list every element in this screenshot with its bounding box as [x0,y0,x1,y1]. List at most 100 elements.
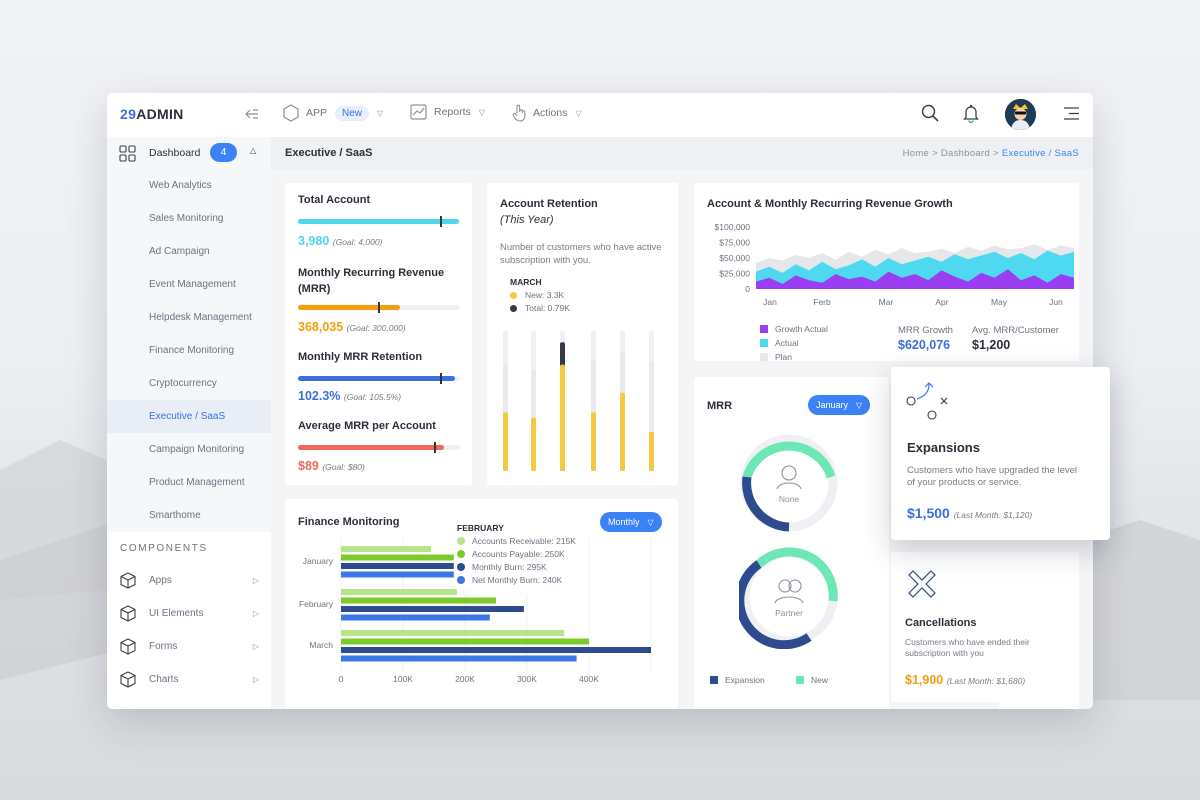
category-label: March [309,640,333,650]
finance-bar [341,655,577,662]
mrr-growth-label: MRR Growth [898,325,953,336]
app-logo[interactable]: 29ADMIN [120,106,184,122]
sidebar-item-smarthome[interactable]: Smarthome [149,510,201,521]
chevron-down-icon: ▽ [575,108,582,118]
dashboard-label: Dashboard [149,147,201,159]
finance-period-dropdown[interactable]: Monthly ▽ [600,512,662,532]
kpi-progress-fill [298,445,444,450]
tooltip-title: MARCH [510,277,542,287]
chevron-right-icon: ▷ [252,609,259,618]
expansions-title: Expansions [907,440,980,455]
finance-tooltip-title: FEBRUARY [457,523,504,533]
retention-new-bar [503,412,508,471]
collapse-sidebar-icon[interactable] [245,107,259,121]
sidebar-item-charts[interactable]: Charts ▷ [107,663,271,696]
apps-label: Apps [149,575,172,586]
hand-pointer-icon [512,104,526,122]
sidebar-item-web-analytics[interactable]: Web Analytics [149,180,212,191]
x-tick-label: 200K [455,674,475,684]
retention-subtitle: (This Year) [500,214,554,226]
components-heading: COMPONENTS [120,543,208,554]
y-tick-label: $100,000 [715,222,751,232]
finance-bar [341,546,431,552]
x-tick-label: 0 [339,674,344,684]
sidebar-item-executive-saas[interactable]: Executive / SaaS [107,400,271,433]
app-menu[interactable]: APP New ▽ [283,104,383,122]
y-tick-label: 0 [745,284,750,294]
user-icon [781,465,797,481]
breadcrumb-current: Executive / SaaS [1001,148,1079,159]
breadcrumb-separator: > [993,148,999,159]
kpi-title: Total Account [298,194,371,206]
tooltip-new: New: 3.3K [510,290,628,300]
ui-elements-label: UI Elements [149,608,204,619]
sidebar-item-event-management[interactable]: Event Management [149,279,236,290]
sidebar-item-apps[interactable]: Apps ▷ [107,564,271,597]
charts-label: Charts [149,674,179,685]
area-growth-actual [756,269,1074,289]
sidebar-item-ad-campaign[interactable]: Ad Campaign [149,246,210,257]
sidebar-item-helpdesk-management[interactable]: Helpdesk Management [149,312,252,323]
sidebar-item-campaign-monitoring[interactable]: Campaign Monitoring [149,444,245,455]
sidebar-item-sales-monitoring[interactable]: Sales Monitoring [149,213,224,224]
finance-bar [341,647,651,653]
kpi-goal-marker [440,216,442,227]
retention-new-bar [591,412,596,471]
kpi-goal-marker [378,302,380,313]
hamburger-menu-icon[interactable] [1063,106,1080,121]
x-tick-label: 300K [517,674,537,684]
x-tick-label: 100K [393,674,413,684]
mrr-period-dropdown[interactable]: January ▽ [808,395,871,415]
reports-chart-icon [410,104,427,120]
cancellations-card: Cancellations Customers who have ended t… [891,552,1079,702]
account-retention-card: Account Retention (This Year) Number of … [487,183,678,485]
retention-title: Account Retention [500,198,598,210]
notification-bell-icon[interactable] [963,104,979,123]
sidebar-item-finance-monitoring[interactable]: Finance Monitoring [149,345,235,356]
cancellations-description: Customers who have ended their subscript… [905,637,1030,658]
sidebar: Dashboard 4 △ Web Analytics Sales Monito… [107,137,271,709]
x-tick-label: 400K [579,674,599,684]
legend-growth-actual: Growth Actual [760,324,828,334]
sidebar-item-cryptocurrency[interactable]: Cryptocurrency [149,378,217,389]
tooltip-payable: Accounts Payable: 250K [457,549,587,559]
chevron-up-icon[interactable]: △ [250,146,257,155]
sidebar-item-ui-elements[interactable]: UI Elements ▷ [107,597,271,630]
x-tick-label: Jun [1049,297,1063,307]
kpi-progress-track [298,373,460,384]
legend-new: New [796,675,828,685]
chevron-down-icon: ▽ [647,518,654,527]
kpi-title: Monthly MRR Retention [298,351,423,363]
retention-tooltip: MARCH New: 3.3K Total: 0.79K [510,277,628,327]
actions-menu[interactable]: Actions ▽ [512,104,582,122]
mrr-donut-partner: Partner [739,547,838,649]
reports-menu[interactable]: Reports ▽ [410,104,485,120]
chevron-right-icon: ▷ [252,642,259,651]
chevron-down-icon: ▽ [478,107,485,117]
finance-bar-chart: 0 100K 200K 300K 400K January February March [299,539,652,684]
finance-bar [341,563,454,569]
sidebar-item-product-management[interactable]: Product Management [149,477,245,488]
breadcrumb-dashboard[interactable]: Dashboard [940,148,991,159]
retention-bar-chart [503,331,654,471]
search-icon[interactable] [921,104,939,122]
chevron-right-icon: ▷ [252,675,259,684]
avg-mrr-value: $1,200 [972,338,1011,352]
mrr-card: MRR January ▽ None Partner Expansion New [694,377,889,709]
hexagon-icon [283,104,299,122]
finance-bar [341,630,565,636]
kpi-value: 102.3% (Goal: 105.5%) [298,389,402,403]
breadcrumb-home[interactable]: Home [902,148,930,159]
x-tick-label: Apr [935,297,948,307]
retention-description: Number of customers who have active subs… [500,242,662,266]
mrr-donut-none: None [740,434,838,532]
kpi-progress-track [298,302,460,313]
category-label: January [303,556,334,566]
sidebar-item-dashboard[interactable]: Dashboard 4 △ [107,137,271,169]
page-title: Executive / SaaS [285,147,373,159]
user-avatar[interactable] [1005,99,1036,130]
avg-mrr-label: Avg. MRR/Customer [972,325,1059,336]
cube-icon [120,572,136,589]
sidebar-item-forms[interactable]: Forms ▷ [107,630,271,663]
cancellations-value: $1,900 (Last Month: $1,680) [905,673,1026,687]
